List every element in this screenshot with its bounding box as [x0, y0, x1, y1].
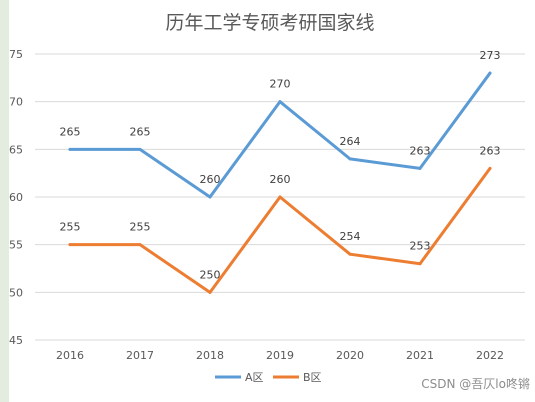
data-label: 260	[270, 173, 291, 186]
x-tick-label: 2020	[336, 349, 364, 362]
data-point	[418, 262, 422, 266]
data-label: 254	[340, 230, 361, 243]
data-label: 255	[60, 221, 81, 234]
data-point	[278, 195, 282, 199]
y-tick-label: 245	[9, 334, 23, 347]
data-point	[208, 195, 212, 199]
y-tick-label: 270	[9, 96, 23, 109]
data-point	[208, 290, 212, 294]
x-axis-ticks: 2016 2017 2018 2019 2020 2021 2022	[56, 349, 504, 362]
data-point	[488, 166, 492, 170]
data-point	[488, 71, 492, 75]
data-point	[138, 243, 142, 247]
data-point	[138, 147, 142, 151]
x-tick-label: 2016	[56, 349, 84, 362]
y-tick-label: 265	[9, 143, 23, 156]
data-label: 263	[480, 144, 501, 157]
y-tick-label: 255	[9, 239, 23, 252]
data-point	[348, 252, 352, 256]
data-point	[418, 166, 422, 170]
data-point	[348, 157, 352, 161]
chart-title: 历年工学专硕考研国家线	[165, 12, 374, 34]
data-labels: 265 265 260 270 264 263 273 255 255 250 260 254 253 2…	[60, 49, 501, 281]
y-tick-label: 250	[9, 286, 23, 299]
data-label: 263	[410, 144, 431, 157]
data-label: 253	[410, 240, 431, 253]
x-tick-label: 2022	[476, 349, 504, 362]
watermark: CSDN @吾仄lo咚锵	[421, 376, 530, 391]
data-label: 265	[130, 125, 151, 138]
legend: A区 B区	[215, 371, 322, 384]
y-axis-ticks: 245 250 255 260 265 270 275	[9, 48, 23, 347]
data-point	[278, 100, 282, 104]
data-point	[68, 243, 72, 247]
data-label: 273	[480, 49, 501, 62]
legend-label-1: B区	[303, 371, 322, 384]
x-tick-label: 2019	[266, 349, 294, 362]
chart-panel: 历年工学专硕考研国家线 245250255260265270275 201620…	[9, 0, 535, 402]
data-label: 265	[60, 125, 81, 138]
y-tick-label: 260	[9, 191, 23, 204]
data-label: 270	[270, 78, 291, 91]
x-tick-label: 2017	[126, 349, 154, 362]
data-label: 264	[340, 135, 361, 148]
data-point	[68, 147, 72, 151]
series-layer	[68, 71, 492, 294]
x-tick-label: 2018	[196, 349, 224, 362]
data-label: 260	[200, 173, 221, 186]
data-label: 250	[200, 268, 221, 281]
x-tick-label: 2021	[406, 349, 434, 362]
legend-label-0: A区	[245, 371, 264, 384]
data-label: 255	[130, 221, 151, 234]
line-chart: 历年工学专硕考研国家线 245250255260265270275 201620…	[9, 12, 530, 391]
y-tick-label: 275	[9, 48, 23, 61]
